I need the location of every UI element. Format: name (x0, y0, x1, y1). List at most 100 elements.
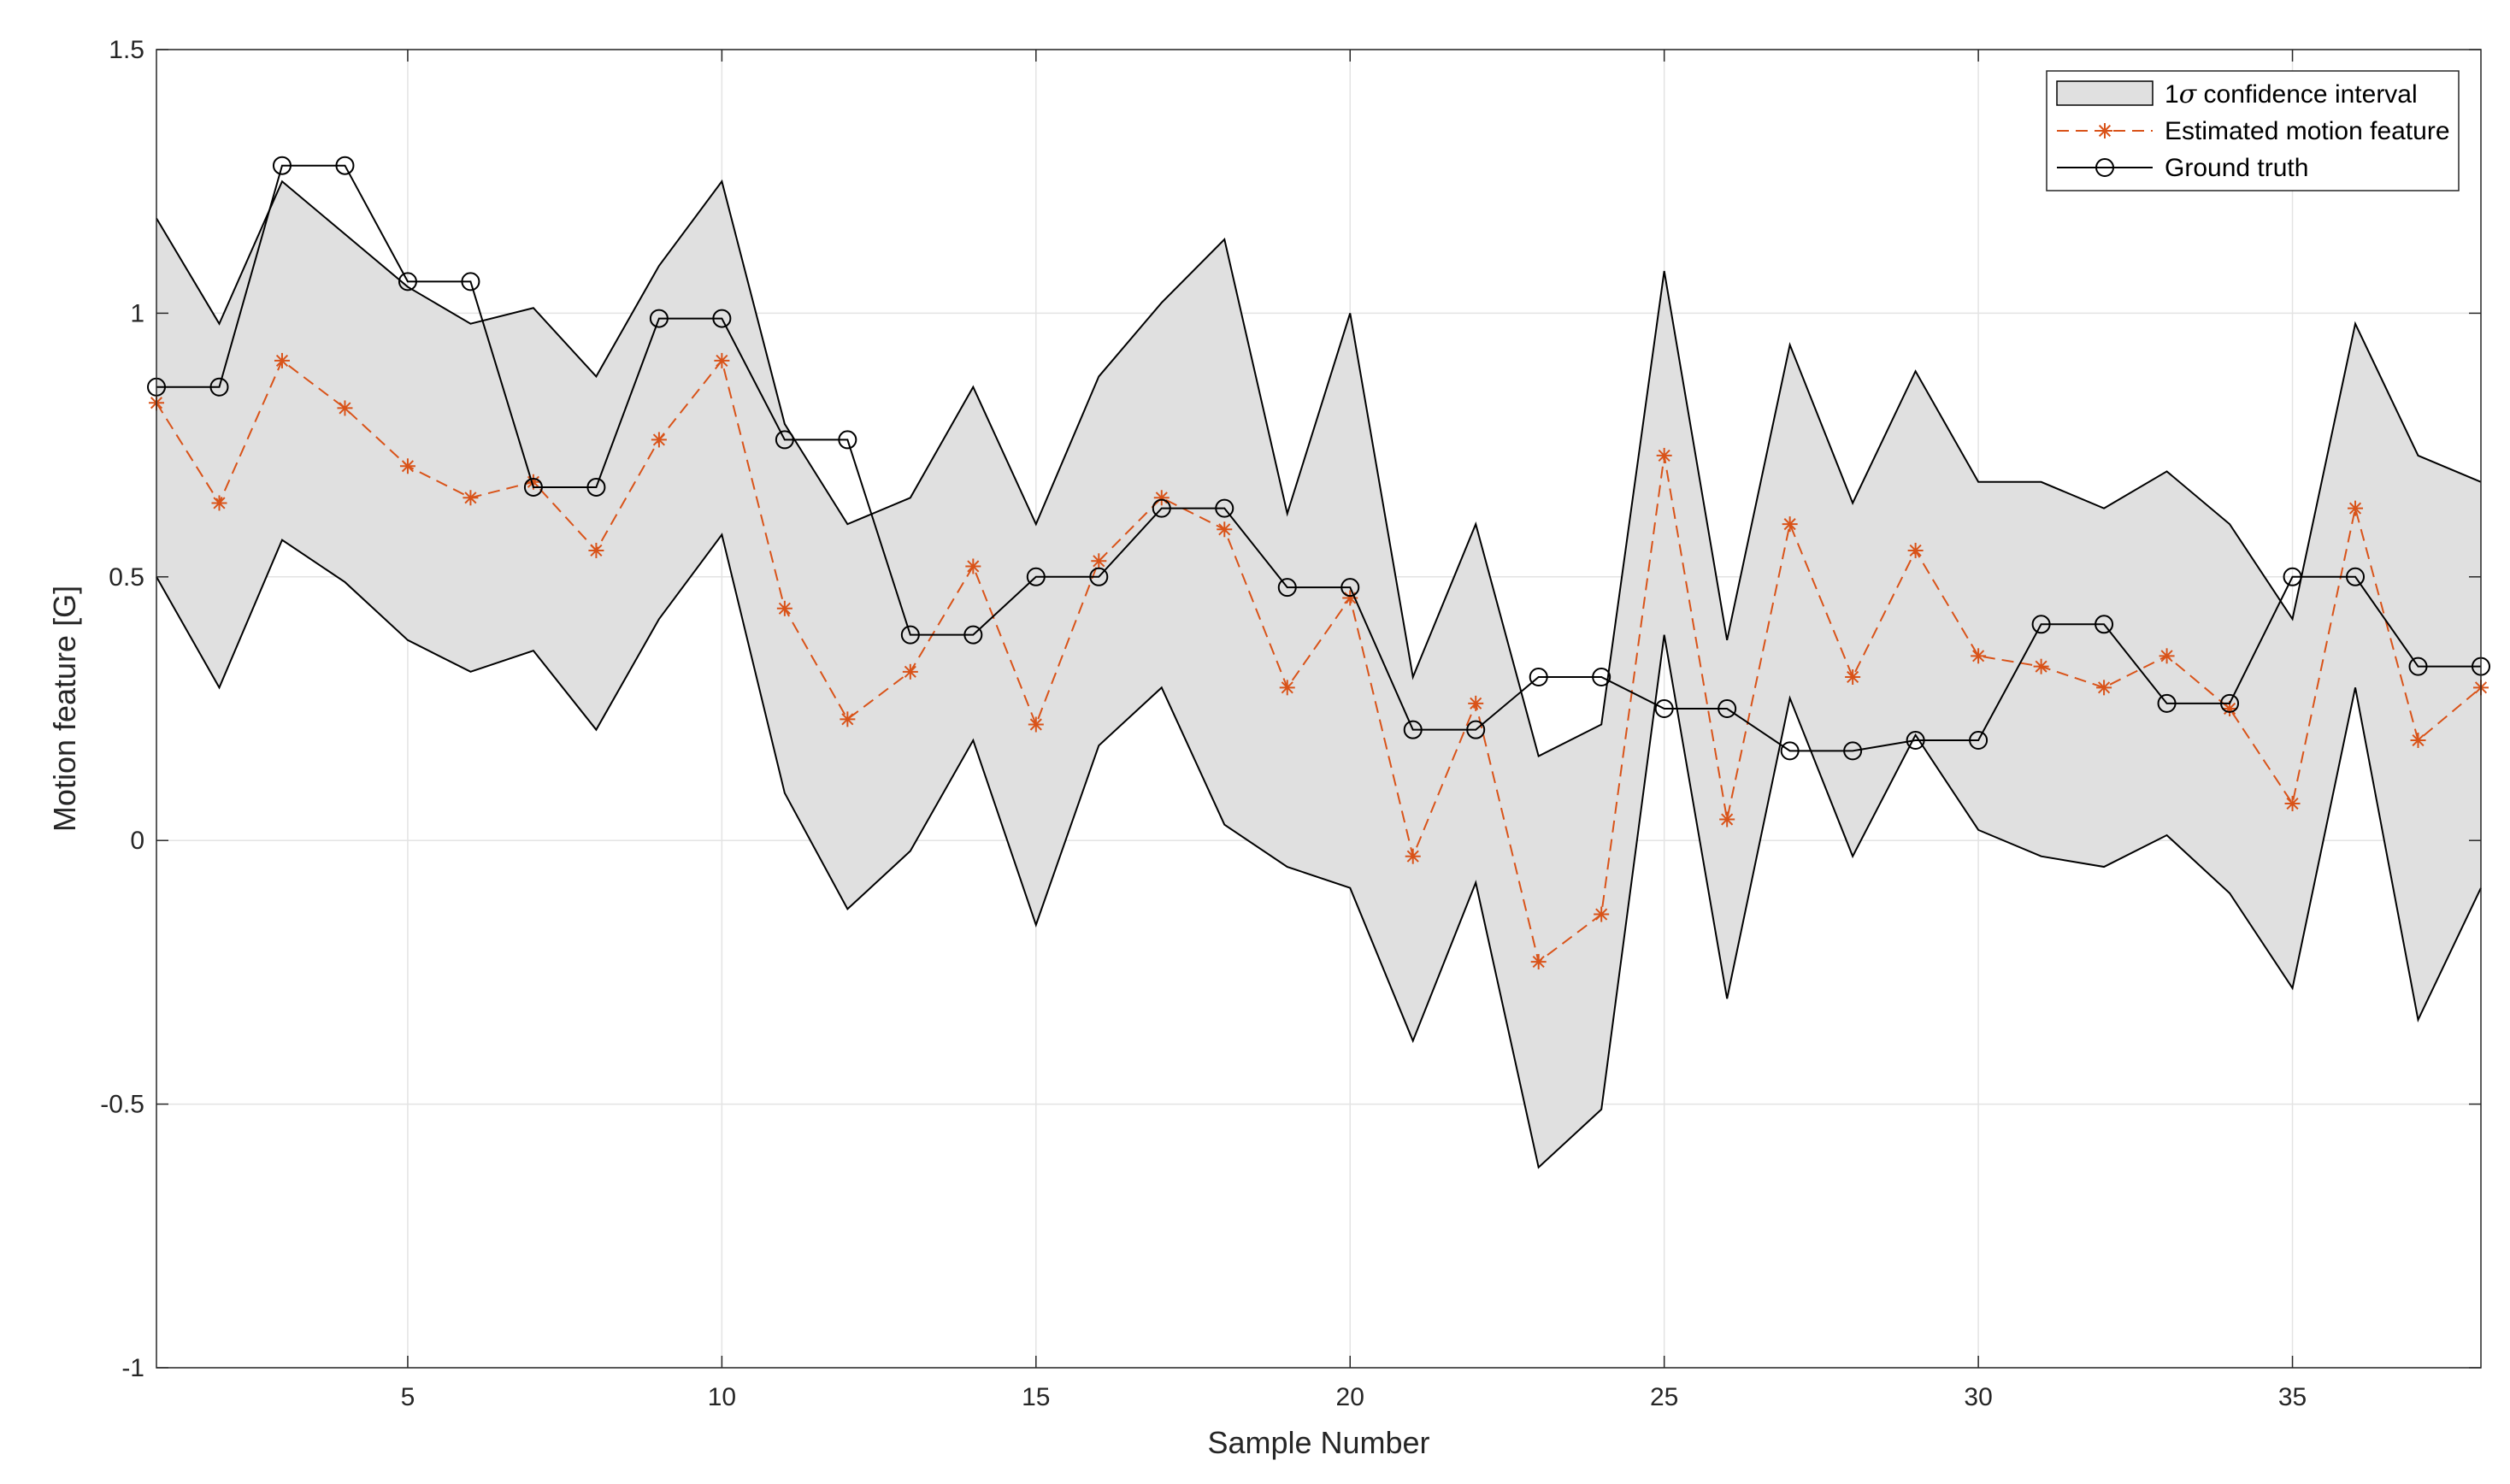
estimated-point (588, 542, 604, 558)
ground-truth-point (1592, 667, 1611, 686)
ground-truth-point (209, 377, 229, 397)
ground-truth-point (1403, 720, 1423, 739)
ground-truth-point (2283, 567, 2302, 586)
estimated-point (2410, 733, 2426, 749)
y-tick-label: 0 (130, 827, 144, 855)
ground-truth-point (963, 625, 983, 645)
legend-band-swatch (2056, 80, 2154, 106)
estimated-point (274, 352, 290, 368)
estimated-point (1782, 516, 1798, 533)
y-axis-label: Motion feature [G] (47, 586, 82, 832)
legend-entry-estimated: Estimated motion feature (2165, 117, 2450, 145)
asterisk-stroke (527, 475, 539, 488)
ground-truth-point (2346, 567, 2366, 586)
x-tick-label: 5 (401, 1383, 415, 1411)
asterisk-stroke (1218, 523, 1231, 536)
asterisk-stroke (1595, 908, 1608, 921)
confidence-band (156, 179, 2482, 1169)
legend-asterisk (2097, 123, 2112, 138)
ground-truth-point (649, 309, 669, 328)
ground-truth-point (2157, 693, 2177, 713)
estimated-point (1028, 716, 1044, 733)
legend-entry-confidence-interval: 1σ confidence interval (2165, 80, 2418, 109)
asterisk-stroke (401, 460, 415, 473)
ground-truth-point (398, 272, 417, 292)
ground-truth-point (775, 430, 794, 450)
ground-truth-point (2408, 657, 2428, 676)
asterisk-stroke (2160, 650, 2173, 662)
estimated-point (1530, 954, 1547, 970)
ground-truth-point (838, 430, 857, 450)
estimated-point (2348, 500, 2364, 516)
asterisk-stroke (339, 402, 351, 415)
asterisk-stroke (2035, 660, 2047, 673)
asterisk-stroke (1909, 544, 1922, 557)
asterisk-stroke (590, 544, 603, 557)
y-tick-label: -1 (121, 1354, 144, 1382)
legend: 1σ confidence interval Estimated motion … (2046, 70, 2460, 191)
estimated-point (902, 663, 918, 680)
asterisk-stroke (1783, 518, 1796, 531)
ground-truth-point (2095, 615, 2114, 634)
ground-truth-point (1529, 667, 1548, 686)
estimated-point (337, 400, 353, 416)
estimated-point (1405, 848, 1421, 864)
x-tick-label: 30 (1964, 1383, 1992, 1411)
legend-estimated-marker (2097, 123, 2112, 138)
estimated-point (2159, 648, 2175, 664)
estimated-point (1153, 490, 1170, 506)
estimated-point (525, 474, 541, 490)
asterisk-stroke (1847, 670, 1859, 684)
estimated-point (965, 558, 981, 574)
asterisk-stroke (275, 354, 289, 367)
ground-truth-point (523, 477, 543, 497)
x-tick-label: 25 (1650, 1383, 1678, 1411)
asterisk-stroke (967, 560, 980, 573)
estimated-point (651, 432, 667, 448)
ground-truth-point (712, 309, 732, 328)
asterisk-stroke (841, 713, 854, 726)
asterisk-stroke (2098, 681, 2111, 694)
ground-truth-point (2220, 693, 2240, 713)
asterisk-stroke (2348, 502, 2362, 515)
estimated-point (1468, 695, 1484, 711)
x-axis-label: Sample Number (1207, 1425, 1429, 1460)
estimated-point (1279, 680, 1295, 696)
ground-truth-point (1152, 498, 1171, 518)
estimated-point (399, 458, 415, 474)
asterisk-stroke (2286, 797, 2299, 810)
x-tick-label: 15 (1022, 1383, 1050, 1411)
ground-truth-point (900, 625, 920, 645)
estimated-point (2033, 658, 2049, 674)
asterisk-stroke (1532, 955, 1545, 969)
estimated-point (1719, 811, 1735, 827)
estimated-point (1971, 648, 1987, 664)
estimated-point (1217, 521, 1233, 538)
estimated-series (149, 352, 2489, 970)
asterisk-stroke (1972, 650, 1985, 662)
ground-truth-point (272, 156, 292, 175)
estimated-point (2096, 680, 2112, 696)
x-tick-label: 35 (2278, 1383, 2307, 1411)
asterisk-stroke (716, 354, 728, 367)
ground-truth-point (1340, 578, 1360, 598)
asterisk-stroke (2412, 733, 2425, 747)
ground-truth-point (586, 477, 606, 497)
estimated-point (2284, 796, 2301, 812)
asterisk-stroke (1721, 813, 1734, 826)
estimated-point (1594, 906, 1610, 922)
legend-ground-truth-marker (2095, 158, 2114, 177)
estimated-point (840, 711, 856, 727)
estimated-point (1091, 553, 1107, 569)
asterisk-stroke (213, 497, 226, 509)
plot-border (156, 49, 2482, 1369)
asterisk-stroke (2098, 124, 2112, 138)
x-tick-label: 20 (1336, 1383, 1364, 1411)
asterisk-stroke (2223, 702, 2236, 716)
estimated-point (714, 352, 730, 368)
confidence-band-lower-edge (156, 533, 2482, 1169)
ground-truth-series (147, 156, 2490, 761)
ground-truth-point (1969, 731, 1989, 751)
ground-truth-point (1906, 731, 1925, 751)
